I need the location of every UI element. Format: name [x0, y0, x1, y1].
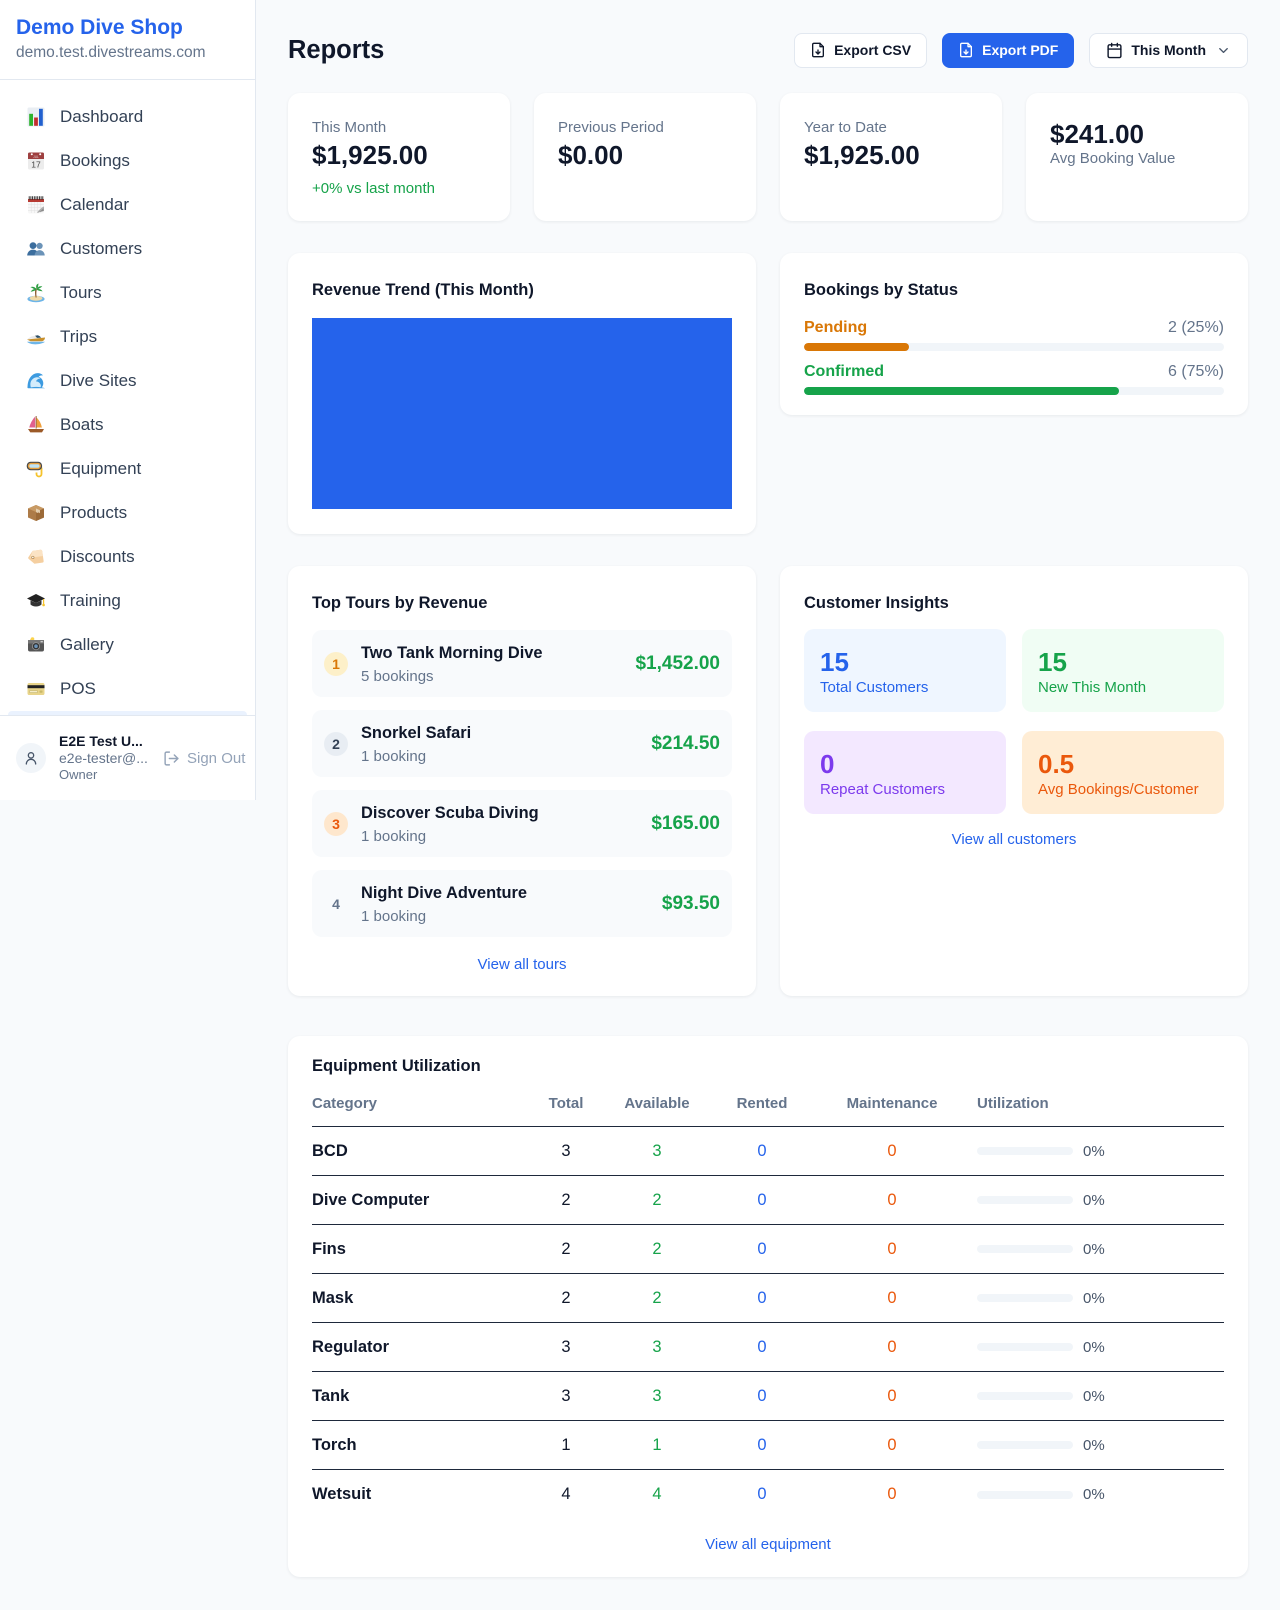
svg-text:JUL: JUL [33, 155, 39, 159]
svg-text:17: 17 [31, 159, 41, 169]
